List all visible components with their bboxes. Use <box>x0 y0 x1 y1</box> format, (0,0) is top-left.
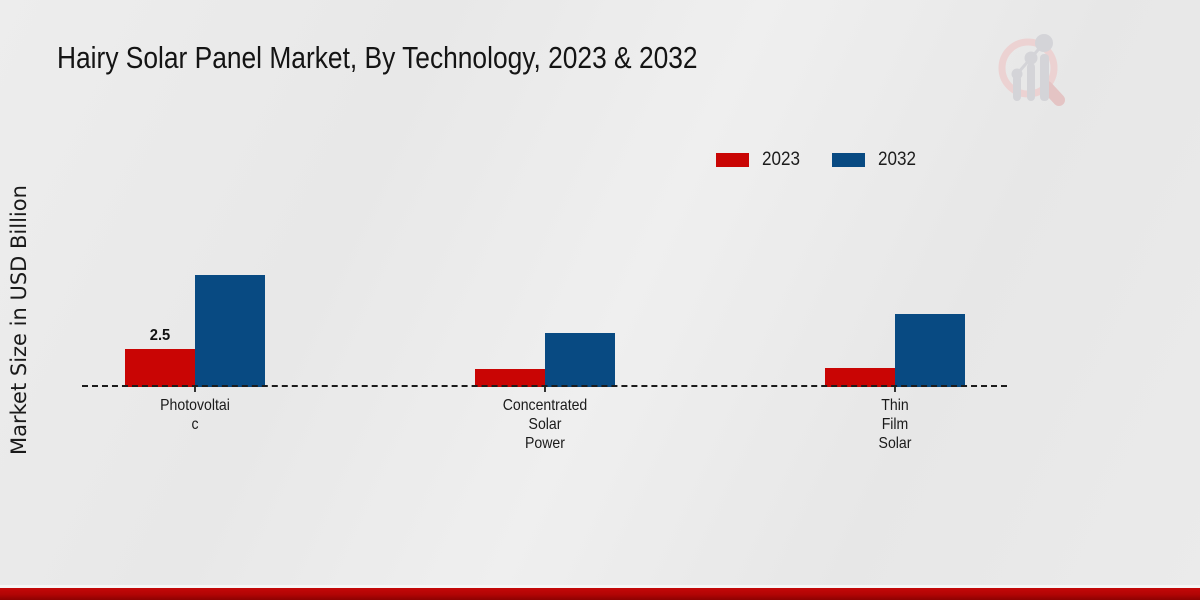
footer-divider <box>0 585 1200 588</box>
legend-item-2032: 2032 <box>832 149 920 171</box>
legend-label: 2032 <box>878 149 917 170</box>
legend-label: 2023 <box>762 149 801 170</box>
bar-2023-thin-film-solar <box>825 368 895 387</box>
bar-2032-photovoltaic <box>195 275 265 387</box>
x-axis-tick <box>544 387 546 392</box>
legend: 2023 2032 <box>716 149 949 171</box>
footer-red-band <box>0 588 1200 600</box>
legend-swatch-2023 <box>716 153 749 167</box>
y-axis-label: Market Size in USD Billion <box>7 185 31 455</box>
x-axis-label-photovoltaic: Photovoltai c <box>160 397 230 433</box>
x-axis-tick <box>194 387 196 392</box>
bar-2032-concentrated-solar-power <box>545 333 615 387</box>
bar-value-label: 2.5 <box>149 327 171 344</box>
x-axis-label-concentrated-solar-power: Concentrated Solar Power <box>502 397 588 452</box>
x-axis-tick <box>894 387 896 392</box>
bar-2023-concentrated-solar-power <box>475 369 545 387</box>
legend-swatch-2032 <box>832 153 866 167</box>
bar-chart-magnifier-logo-icon <box>998 34 1065 106</box>
bar-2032-thin-film-solar <box>895 314 965 387</box>
legend-item-2023: 2023 <box>716 149 804 171</box>
x-axis-label-thin-film-solar: Thin Film Solar <box>878 397 912 452</box>
x-axis-baseline <box>82 385 1007 387</box>
bar-2023-photovoltaic <box>125 349 195 387</box>
chart-title: Hairy Solar Panel Market, By Technology,… <box>57 40 698 75</box>
